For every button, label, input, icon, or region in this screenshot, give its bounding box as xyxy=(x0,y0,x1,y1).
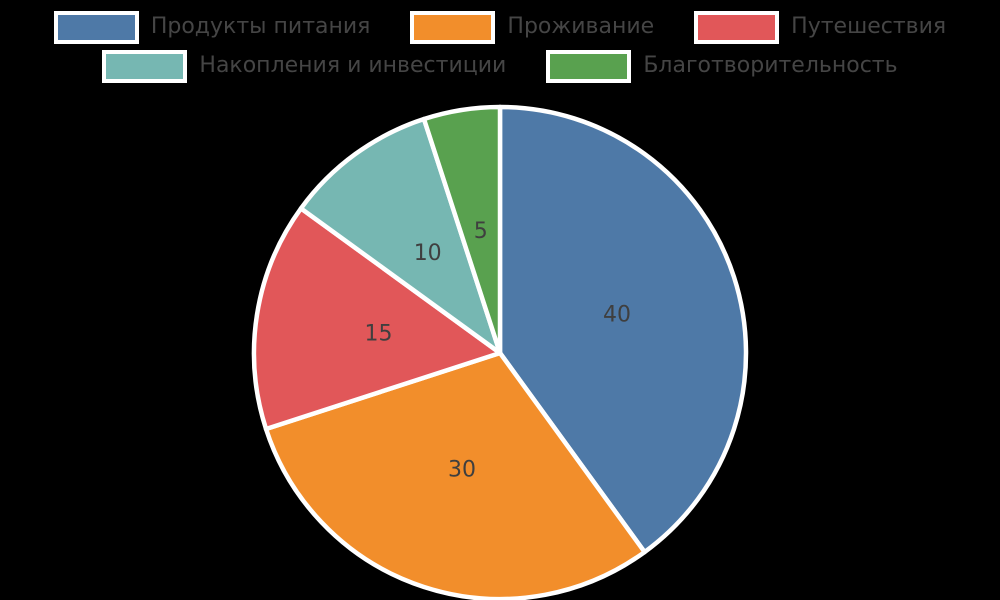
legend-swatch-icon xyxy=(546,50,632,83)
legend-swatch-icon xyxy=(53,11,139,44)
pie-value-label: 30 xyxy=(448,458,476,483)
pie-value-label: 10 xyxy=(414,241,442,266)
pie-value-label: 40 xyxy=(603,303,631,328)
legend-item: Продукты питания xyxy=(53,11,371,44)
pie-wedge xyxy=(298,116,503,356)
legend-item: Проживание xyxy=(410,11,654,44)
legend-swatch-icon xyxy=(102,50,188,83)
pie-value-label: 15 xyxy=(365,321,393,346)
pie-wedge xyxy=(497,104,749,555)
legend-item-label: Благотворительность xyxy=(643,53,898,79)
legend-item: Накопления и инвестиции xyxy=(102,50,506,83)
pie-wedge xyxy=(421,104,503,356)
legend-item-label: Накопления и инвестиции xyxy=(199,53,507,79)
legend-item: Путешествия xyxy=(694,11,946,44)
pie-wedge xyxy=(251,206,503,432)
legend-item-label: Путешествия xyxy=(791,14,947,40)
pie-wedge xyxy=(263,350,647,600)
legend: Продукты питания Проживание Путешествия Нак… xyxy=(0,11,1000,83)
legend-item: Благотворительность xyxy=(546,50,898,83)
legend-row: Накопления и инвестиции Благотворительнос… xyxy=(102,50,898,83)
legend-swatch-icon xyxy=(694,11,780,44)
pie-value-label: 5 xyxy=(474,219,488,244)
legend-row: Продукты питания Проживание Путешествия xyxy=(53,11,946,44)
legend-item-label: Продукты питания xyxy=(150,14,371,40)
legend-swatch-icon xyxy=(410,11,496,44)
legend-item-label: Проживание xyxy=(507,14,655,40)
